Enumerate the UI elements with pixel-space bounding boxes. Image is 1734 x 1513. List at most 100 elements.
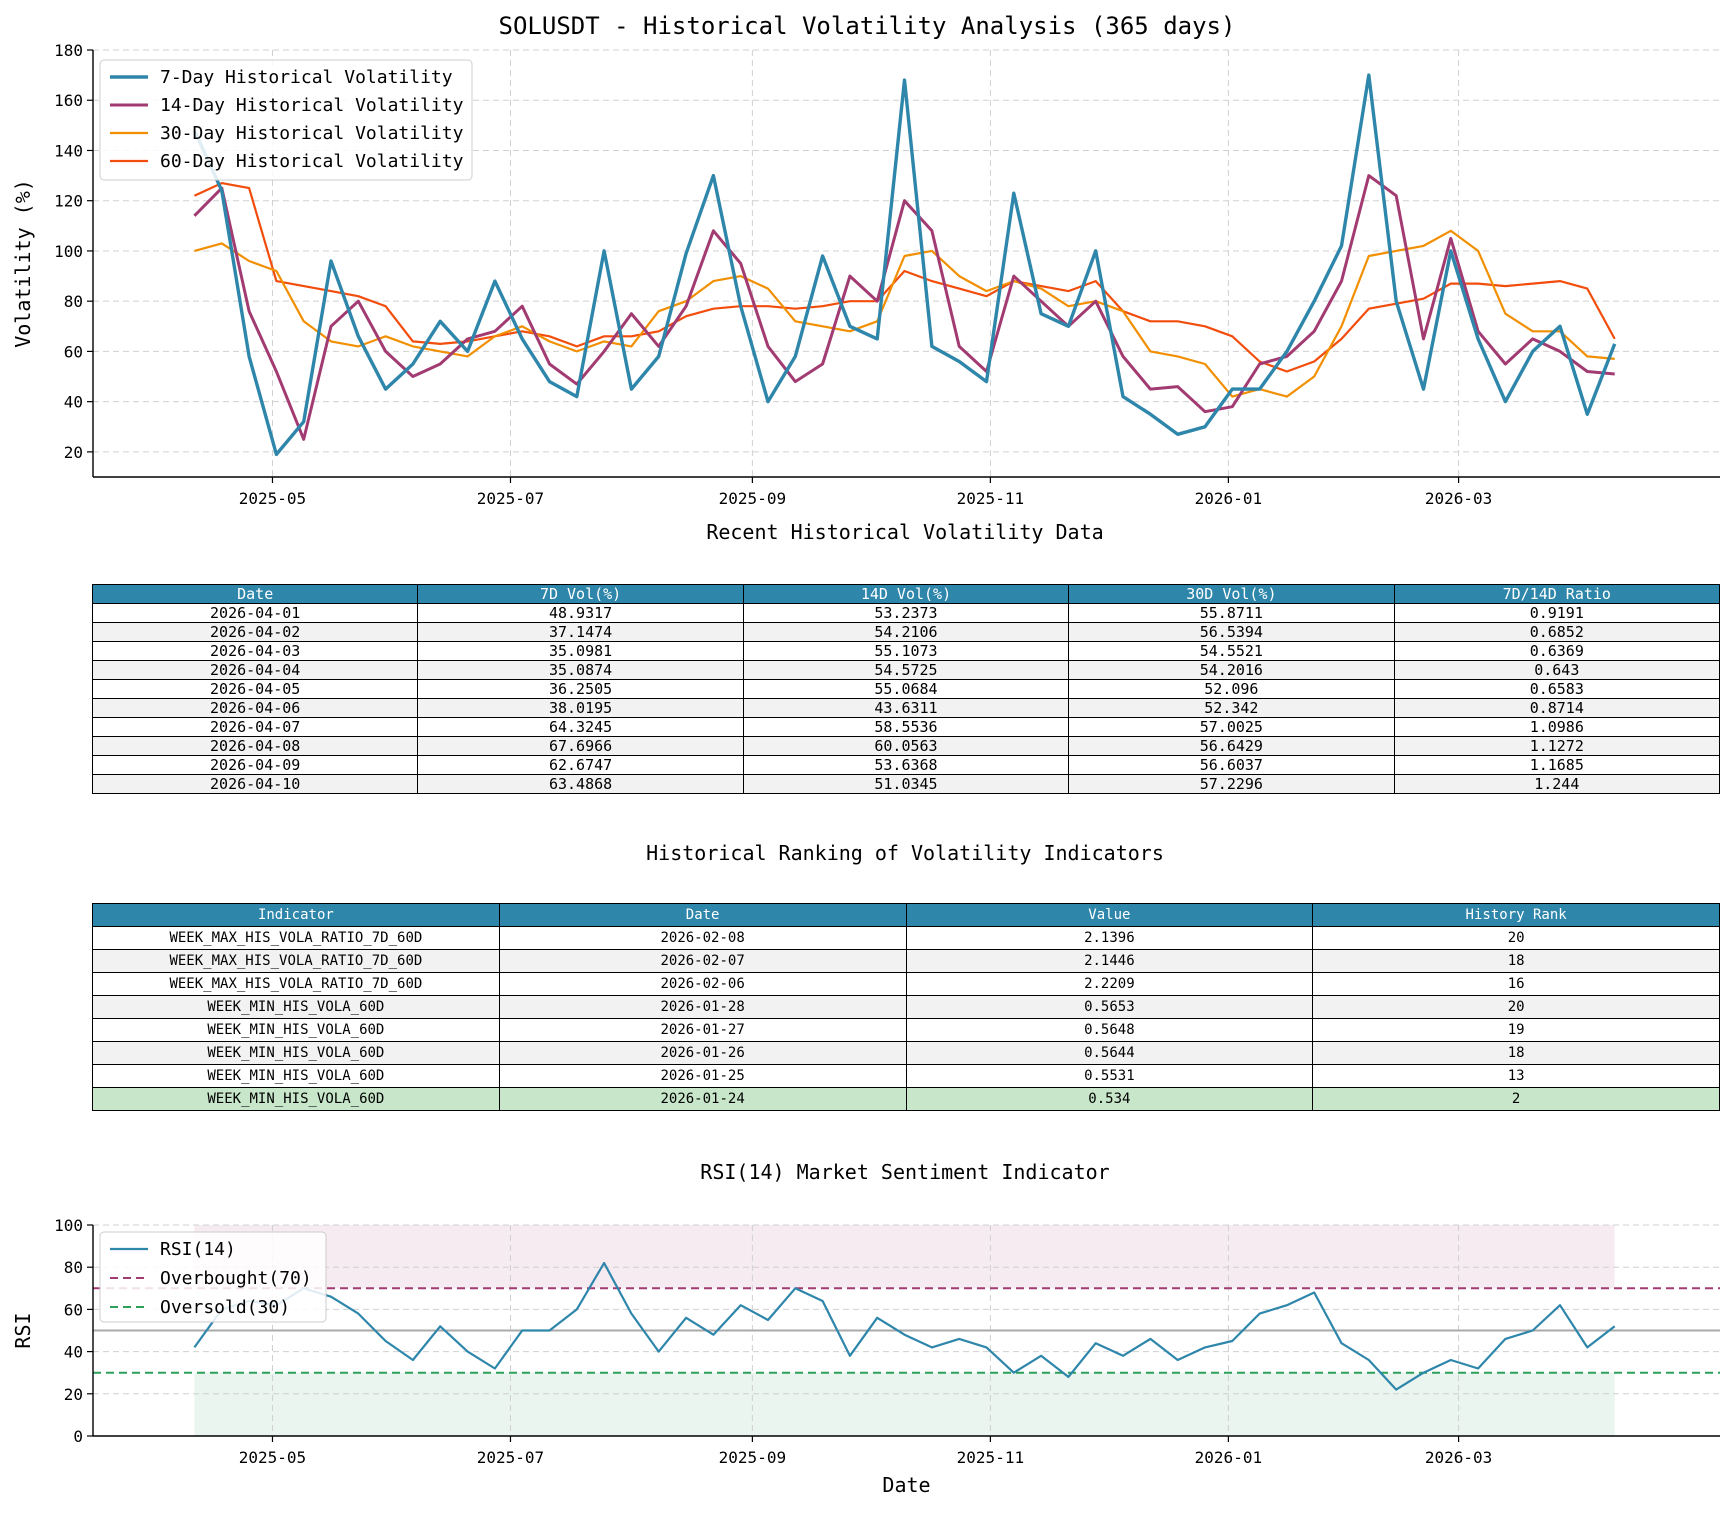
y-tick-label: 120 xyxy=(54,192,83,211)
legend xyxy=(99,59,473,181)
y-tick-label: 40 xyxy=(64,1343,83,1362)
table-cell: 1.1272 xyxy=(1393,736,1721,756)
legend xyxy=(99,1231,327,1323)
x-tick-label: 2025-09 xyxy=(719,1448,786,1467)
y-tick-label: 100 xyxy=(54,242,83,261)
column-header: 14D Vol(%) xyxy=(742,584,1070,604)
volatility-chart: 20 40 60 80 100 120 140 160 180 2025-05 2025-07 202… xyxy=(11,41,1720,508)
table-cell: WEEK_MIN_HIS_VOLA_60D xyxy=(92,1041,500,1065)
x-tick-label: 2026-03 xyxy=(1425,489,1492,508)
table-row: WEEK_MIN_HIS_VOLA_60D 2026-01-26 0.5644 18 xyxy=(92,1041,1720,1065)
table-cell: WEEK_MIN_HIS_VOLA_60D xyxy=(92,1064,500,1088)
y-tick-label: 20 xyxy=(64,1385,83,1404)
table-cell: 0.534 xyxy=(905,1087,1314,1111)
table-cell: 55.1073 xyxy=(742,641,1070,661)
ranking-table: Indicator Date Value History Rank WEEK_MAX_H… xyxy=(92,903,1720,1111)
table-cell: WEEK_MIN_HIS_VOLA_60D xyxy=(92,1018,500,1042)
table-cell: 54.5521 xyxy=(1068,641,1395,661)
table-cell: 2026-04-07 xyxy=(91,717,419,737)
y-axis-label: RSI xyxy=(11,1312,35,1348)
table-cell: WEEK_MAX_HIS_VOLA_RATIO_7D_60D xyxy=(92,926,500,950)
table-cell: 16 xyxy=(1312,972,1720,996)
column-header: History Rank xyxy=(1312,903,1720,927)
table-cell: 20 xyxy=(1312,995,1720,1019)
table-cell: 2026-01-27 xyxy=(498,1018,907,1042)
legend-label: 7-Day Historical Volatility xyxy=(160,67,453,88)
y-tick-label: 60 xyxy=(64,342,83,361)
table-cell: 64.3245 xyxy=(417,717,744,737)
table-cell: 18 xyxy=(1312,1041,1720,1065)
table-row: 2026-04-01 48.9317 53.2373 55.8711 0.9191 xyxy=(91,603,1721,623)
legend-label: Oversold(30) xyxy=(160,1297,290,1318)
table-cell: 2026-04-01 xyxy=(91,603,419,623)
table-cell: 0.6369 xyxy=(1393,641,1721,661)
table-cell: 0.5531 xyxy=(905,1064,1314,1088)
table-header-row: Indicator Date Value History Rank xyxy=(92,903,1720,927)
ranking-title: Historical Ranking of Volatility Indicat… xyxy=(646,841,1164,865)
x-tick-label: 2025-05 xyxy=(239,1448,306,1467)
y-tick-label: 80 xyxy=(64,292,83,311)
table-cell: 55.8711 xyxy=(1068,603,1395,623)
column-header: Date xyxy=(91,584,419,604)
y-tick-label: 160 xyxy=(54,91,83,110)
table-row: 2026-04-04 35.0874 54.5725 54.2016 0.643 xyxy=(91,660,1721,680)
table-row: 2026-04-06 38.0195 43.6311 52.342 0.8714 xyxy=(91,698,1721,718)
y-tick-label: 40 xyxy=(64,393,83,412)
table-cell: 19 xyxy=(1312,1018,1720,1042)
y-tick-label: 180 xyxy=(54,41,83,60)
table-cell: 2026-01-25 xyxy=(498,1064,907,1088)
table-cell: 2026-04-10 xyxy=(91,774,419,794)
rsi-title: RSI(14) Market Sentiment Indicator xyxy=(700,1160,1110,1184)
table-cell: 56.6429 xyxy=(1068,736,1395,756)
table-cell: 2026-02-07 xyxy=(498,949,907,973)
table-cell: WEEK_MAX_HIS_VOLA_RATIO_7D_60D xyxy=(92,949,500,973)
table-cell: 2.2209 xyxy=(905,972,1314,996)
table-cell: 2026-04-08 xyxy=(91,736,419,756)
column-header: 30D Vol(%) xyxy=(1068,584,1395,604)
column-header: Value xyxy=(905,903,1314,927)
table-cell: 53.6368 xyxy=(742,755,1070,775)
table-cell: 2026-01-24 xyxy=(498,1087,907,1111)
table-row: WEEK_MIN_HIS_VOLA_60D 2026-01-27 0.5648 19 xyxy=(92,1018,1720,1042)
table-row: WEEK_MAX_HIS_VOLA_RATIO_7D_60D 2026-02-07… xyxy=(92,949,1720,973)
recent-vol-table: Date 7D Vol(%) 14D Vol(%) 30D Vol(%) 7D/14D … xyxy=(91,584,1721,794)
table-row: 2026-04-05 36.2505 55.0684 52.096 0.6583 xyxy=(91,679,1721,699)
x-tick-label: 2026-01 xyxy=(1195,1448,1262,1467)
table-cell: 67.6966 xyxy=(417,736,744,756)
series-line xyxy=(194,229,1615,398)
chart-title: SOLUSDT - Historical Volatility Analysis… xyxy=(498,12,1236,40)
table-cell: 2.1396 xyxy=(905,926,1314,950)
legend-label: 30-Day Historical Volatility xyxy=(160,123,464,144)
table-cell: 55.0684 xyxy=(742,679,1070,699)
table-cell: 2026-04-09 xyxy=(91,755,419,775)
table-cell: 20 xyxy=(1312,926,1720,950)
table-cell: 1.0986 xyxy=(1393,717,1721,737)
y-tick-label: 80 xyxy=(64,1258,83,1277)
table-row: 2026-04-03 35.0981 55.1073 54.5521 0.6369 xyxy=(91,641,1721,661)
y-tick-label: 0 xyxy=(73,1427,83,1446)
table-row: WEEK_MIN_HIS_VOLA_60D 2026-01-24 0.534 2 xyxy=(92,1087,1720,1111)
table-cell: 13 xyxy=(1312,1064,1720,1088)
table-cell: WEEK_MIN_HIS_VOLA_60D xyxy=(92,1087,500,1111)
column-header: 7D/14D Ratio xyxy=(1393,584,1721,604)
x-tick-label: 2025-07 xyxy=(477,489,544,508)
table-row: 2026-04-08 67.6966 60.0563 56.6429 1.1272 xyxy=(91,736,1721,756)
table-cell: 1.244 xyxy=(1393,774,1721,794)
column-header: 7D Vol(%) xyxy=(417,584,744,604)
column-header: Date xyxy=(498,903,907,927)
table-cell: 52.342 xyxy=(1068,698,1395,718)
table-cell: 0.643 xyxy=(1393,660,1721,680)
x-tick-label: 2025-05 xyxy=(239,489,306,508)
table-cell: 2026-04-02 xyxy=(91,622,419,642)
y-tick-label: 140 xyxy=(54,141,83,160)
table-cell: 52.096 xyxy=(1068,679,1395,699)
table-cell: 0.5653 xyxy=(905,995,1314,1019)
table-cell: 56.5394 xyxy=(1068,622,1395,642)
x-tick-label: 2025-09 xyxy=(719,489,786,508)
table-cell: 1.1685 xyxy=(1393,755,1721,775)
table-cell: 2026-04-06 xyxy=(91,698,419,718)
x-axis-label: Date xyxy=(882,1473,930,1497)
table-cell: 2.1446 xyxy=(905,949,1314,973)
table-cell: 2026-02-08 xyxy=(498,926,907,950)
table-cell: 60.0563 xyxy=(742,736,1070,756)
